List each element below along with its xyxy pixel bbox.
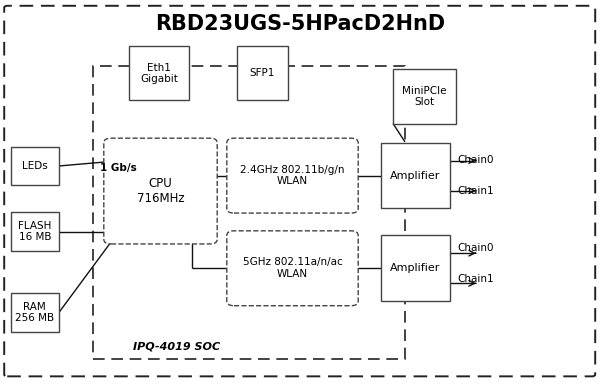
Bar [237,46,288,100]
Text: Chain0: Chain0 [457,155,494,165]
Text: 2.4GHz 802.11b/g/n
WLAN: 2.4GHz 802.11b/g/n WLAN [240,165,345,186]
FancyBboxPatch shape [104,138,217,244]
Bar [393,69,456,124]
Text: CPU
716MHz: CPU 716MHz [137,177,184,205]
FancyBboxPatch shape [93,66,405,359]
Text: MiniPCIe
Slot: MiniPCIe Slot [402,86,447,107]
Bar [11,147,59,185]
Bar [381,235,450,301]
Text: RBD23UGS-5HPacD2HnD: RBD23UGS-5HPacD2HnD [155,14,445,34]
Bar [11,212,59,251]
Text: RAM
256 MB: RAM 256 MB [15,302,55,323]
Text: Amplifier: Amplifier [391,263,440,273]
Bar [381,143,450,208]
Bar [11,293,59,332]
Text: SFP1: SFP1 [250,68,275,78]
FancyBboxPatch shape [227,138,358,213]
Text: FLASH
16 MB: FLASH 16 MB [18,221,52,242]
Text: Eth1
Gigabit: Eth1 Gigabit [140,63,178,84]
Text: Amplifier: Amplifier [391,171,440,181]
Text: 5GHz 802.11a/n/ac
WLAN: 5GHz 802.11a/n/ac WLAN [242,257,343,279]
FancyBboxPatch shape [4,6,595,376]
Text: LEDs: LEDs [22,161,47,171]
Text: Chain1: Chain1 [457,186,494,196]
Text: IPQ-4019 SOC: IPQ-4019 SOC [133,341,221,351]
Text: Chain0: Chain0 [457,243,494,253]
Text: 1 Gb/s: 1 Gb/s [100,163,137,173]
Text: Chain1: Chain1 [457,274,494,284]
Bar [129,46,189,100]
FancyBboxPatch shape [227,231,358,306]
